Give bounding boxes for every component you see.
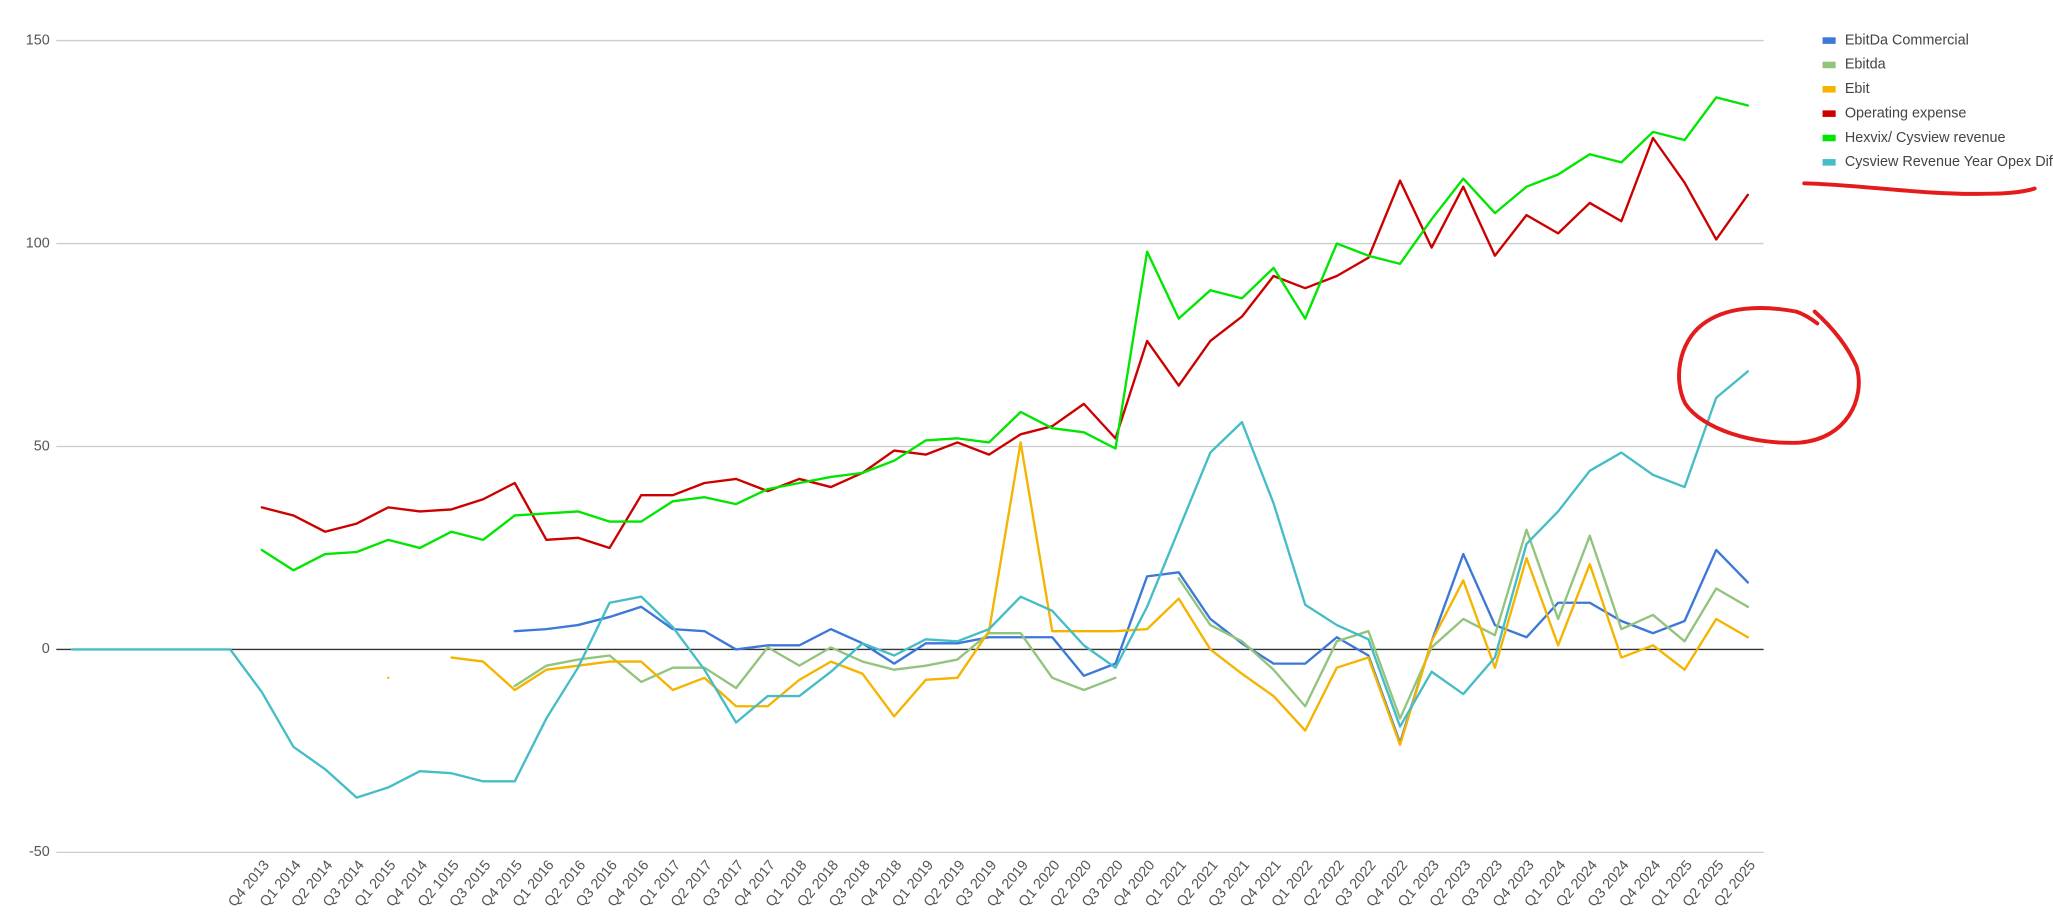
legend: EbitDa Commercial Ebitda Ebit Operating exp… [1822, 32, 2053, 170]
series-line [260, 136, 1750, 550]
legend-label: EbitDa Commercial [1845, 32, 1969, 48]
legend-swatch [1822, 86, 1836, 93]
series-line [513, 528, 1750, 720]
y-tick-label: 0 [42, 641, 50, 657]
y-tick-label: -50 [29, 844, 50, 860]
y-tick-label: 50 [34, 438, 50, 454]
series-line [260, 96, 1750, 572]
annotation-underline [1802, 181, 2037, 196]
lines [70, 96, 1750, 799]
legend-swatch [1822, 134, 1836, 142]
grid [56, 39, 1764, 854]
series-line [387, 441, 1750, 746]
series-line [70, 370, 1750, 799]
legend-label: Ebit [1845, 81, 1870, 97]
legend-swatch [1822, 159, 1836, 166]
legend-label: Operating expense [1845, 105, 1967, 121]
legend-label: Ebitda [1845, 57, 1886, 73]
annotation-circle [1677, 306, 1861, 445]
legend-label: Hexvix/ Cysview revenue [1845, 130, 2006, 146]
legend-swatch [1822, 110, 1836, 117]
legend-swatch [1822, 37, 1836, 44]
y-tick-label: 150 [26, 32, 50, 48]
legend-swatch [1822, 61, 1836, 69]
legend-label: Cysview Revenue Year Opex Diff [1845, 154, 2053, 170]
series-line [513, 548, 1750, 744]
y-tick-label: 100 [26, 235, 50, 251]
